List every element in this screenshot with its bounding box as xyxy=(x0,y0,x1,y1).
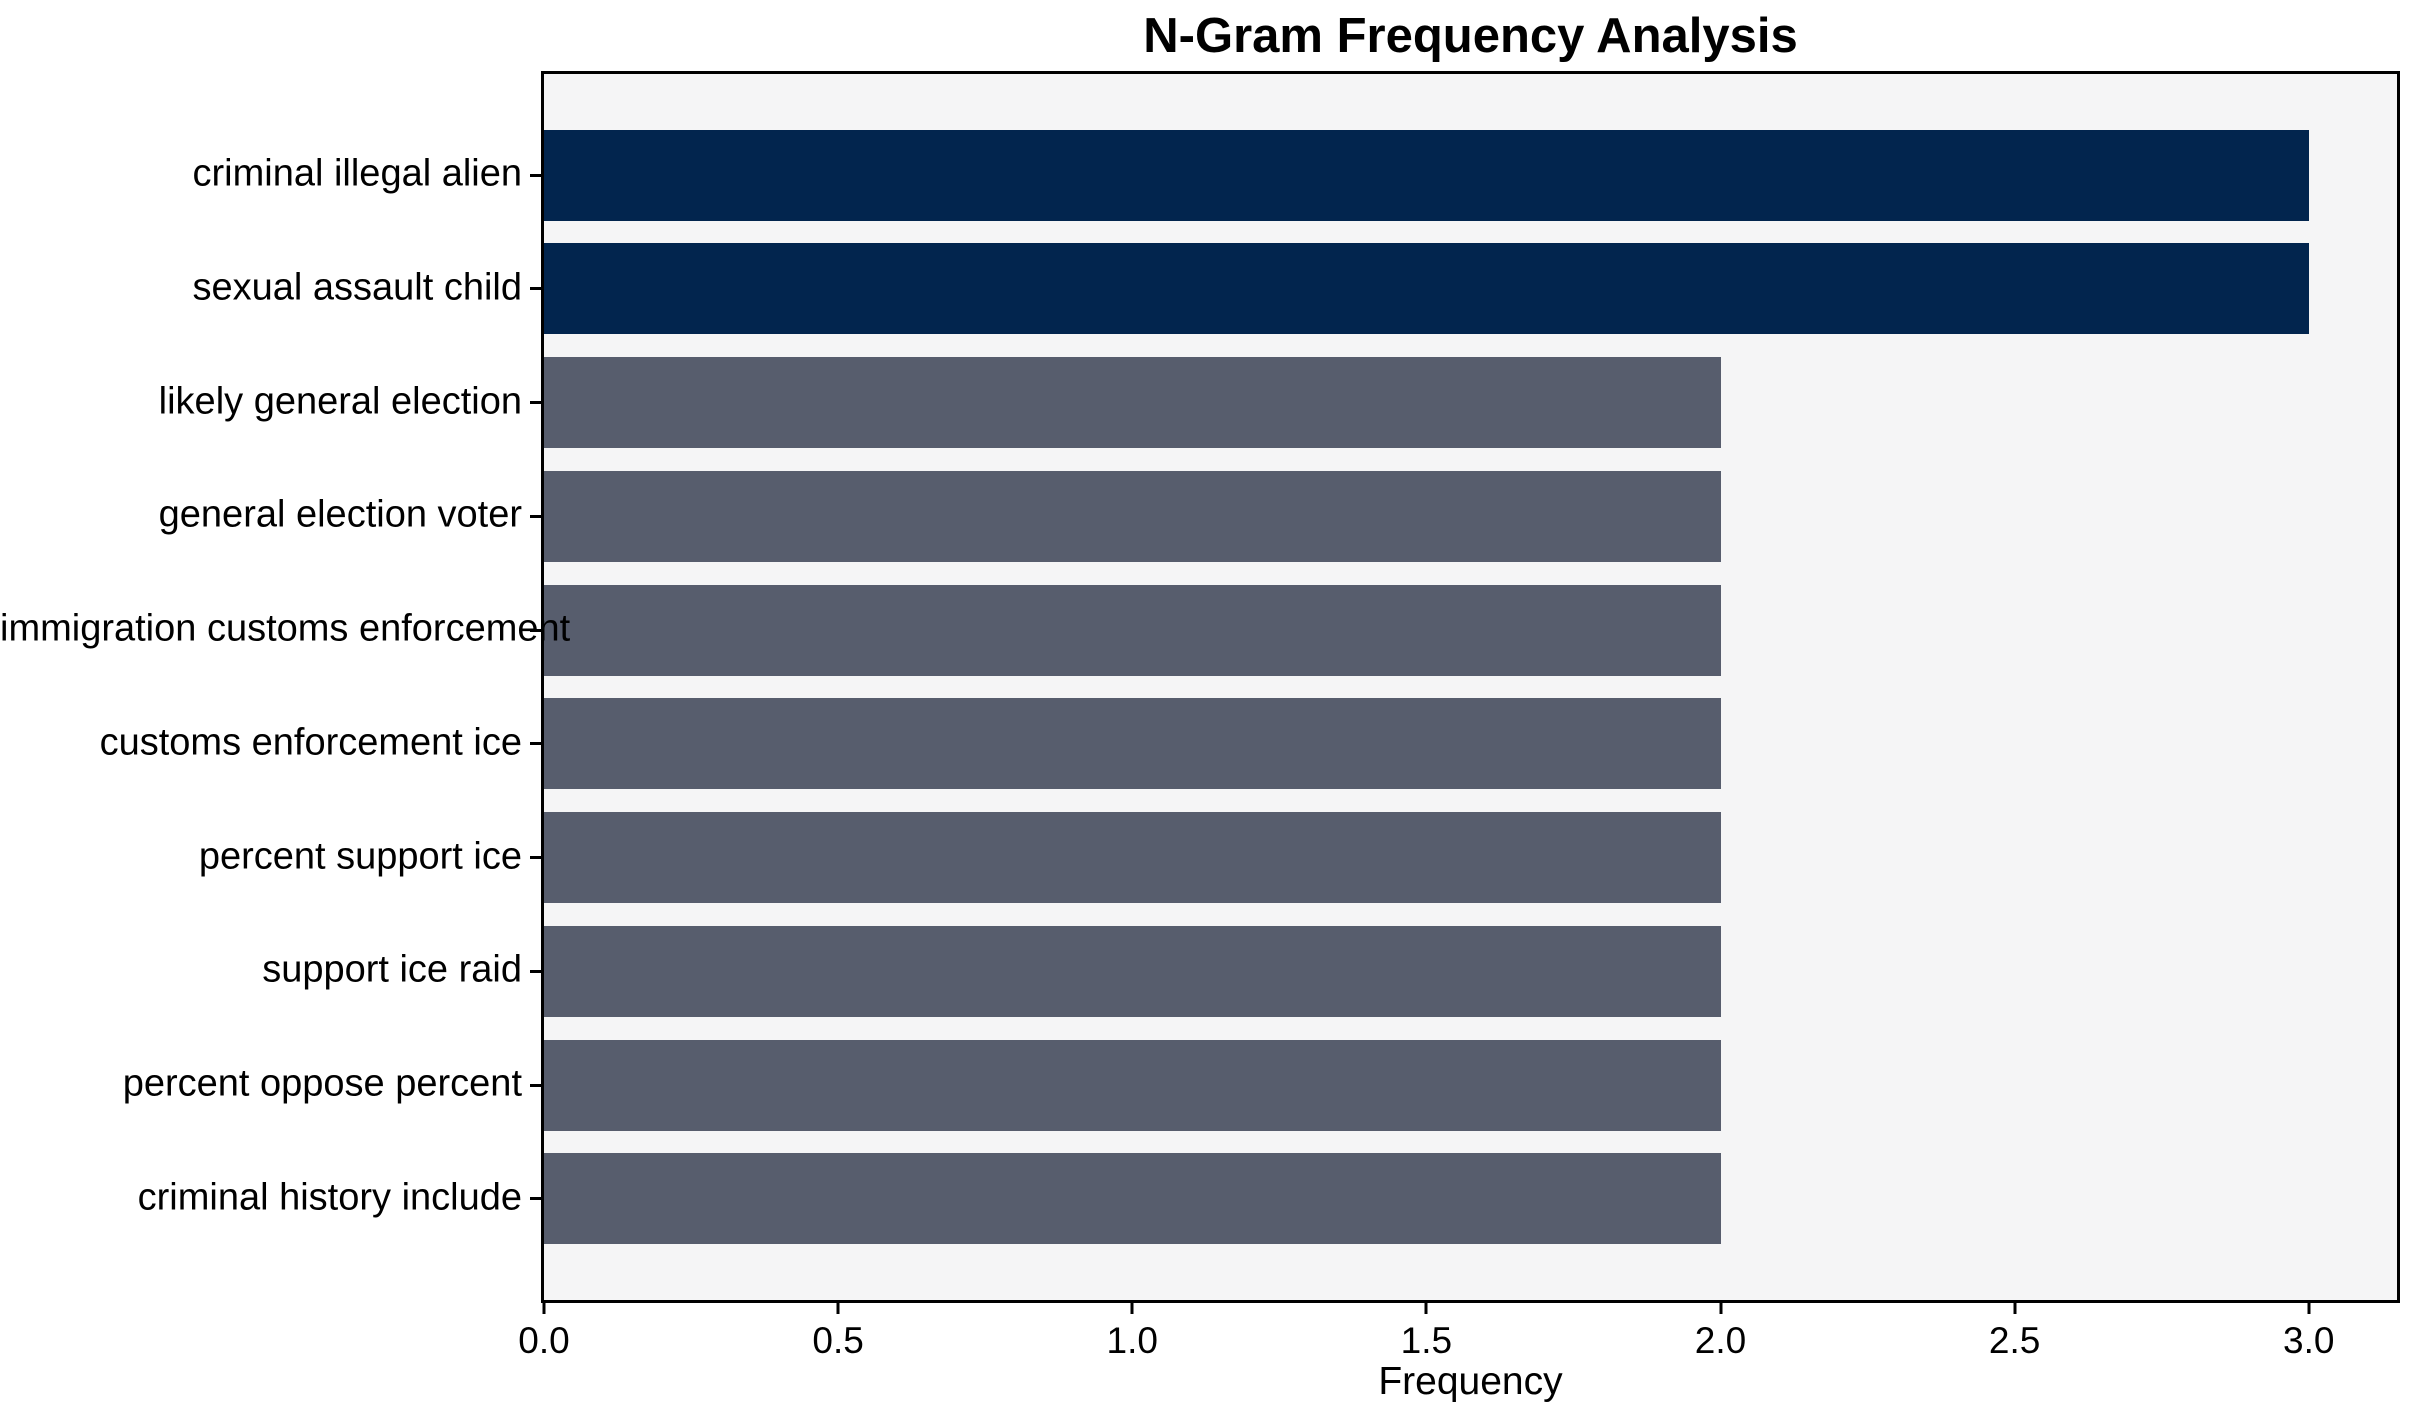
y-tick-mark xyxy=(530,173,541,177)
x-tick-label: 0.0 xyxy=(518,1320,570,1361)
y-tick-label: criminal illegal alien xyxy=(192,152,522,195)
y-tick-mark xyxy=(530,628,541,632)
y-tick-mark xyxy=(530,1083,541,1087)
y-tick-label: percent support ice xyxy=(198,835,522,878)
x-tick-label: 3.0 xyxy=(2283,1320,2335,1361)
x-tick-label: 0.5 xyxy=(812,1320,864,1361)
x-tick-mark xyxy=(836,1303,840,1314)
x-tick-mark xyxy=(542,1303,546,1314)
x-tick-mark xyxy=(2307,1303,2311,1314)
x-tick-label: 1.0 xyxy=(1106,1320,1158,1361)
y-tick-mark xyxy=(530,969,541,973)
x-tick-label: 1.5 xyxy=(1400,1320,1453,1361)
x-axis-label: Frequency xyxy=(1378,1360,1563,1403)
bar-sexual-assault-child xyxy=(544,243,2309,335)
y-tick-label: immigration customs enforcement xyxy=(0,607,571,650)
bar-percent-oppose-percent xyxy=(544,1039,1721,1131)
bar-criminal-history-include xyxy=(544,1153,1721,1245)
x-tick-label: 2.0 xyxy=(1694,1320,1747,1361)
y-tick-mark xyxy=(530,856,541,860)
bar-customs-enforcement-ice xyxy=(544,698,1721,790)
x-tick-mark xyxy=(1130,1303,1134,1314)
y-tick-label: support ice raid xyxy=(262,948,522,991)
bar-likely-general-election xyxy=(544,357,1721,449)
bar-percent-support-ice xyxy=(544,812,1721,904)
bar-criminal-illegal-alien xyxy=(544,129,2309,221)
chart-title: N-Gram Frequency Analysis xyxy=(1143,9,1798,63)
y-tick-label: general election voter xyxy=(158,494,522,537)
y-tick-mark xyxy=(530,514,541,518)
y-tick-label: percent oppose percent xyxy=(122,1062,522,1105)
bar-general-election-voter xyxy=(544,470,1721,562)
bar-support-ice-raid xyxy=(544,925,1721,1017)
y-tick-label: customs enforcement ice xyxy=(99,721,522,764)
y-tick-label: likely general election xyxy=(158,380,522,423)
bar-immigration-customs-enforcement xyxy=(544,584,1721,676)
x-tick-mark xyxy=(1424,1303,1428,1314)
y-tick-mark xyxy=(530,401,541,405)
x-tick-mark xyxy=(2013,1303,2017,1314)
y-tick-mark xyxy=(530,287,541,291)
x-tick-mark xyxy=(1719,1303,1722,1314)
y-tick-mark xyxy=(530,1197,541,1201)
y-tick-label: sexual assault child xyxy=(192,266,522,309)
y-tick-label: criminal history include xyxy=(137,1176,522,1219)
y-tick-mark xyxy=(530,742,541,746)
x-tick-label: 2.5 xyxy=(1988,1320,2041,1361)
plot-area xyxy=(541,71,2400,1303)
